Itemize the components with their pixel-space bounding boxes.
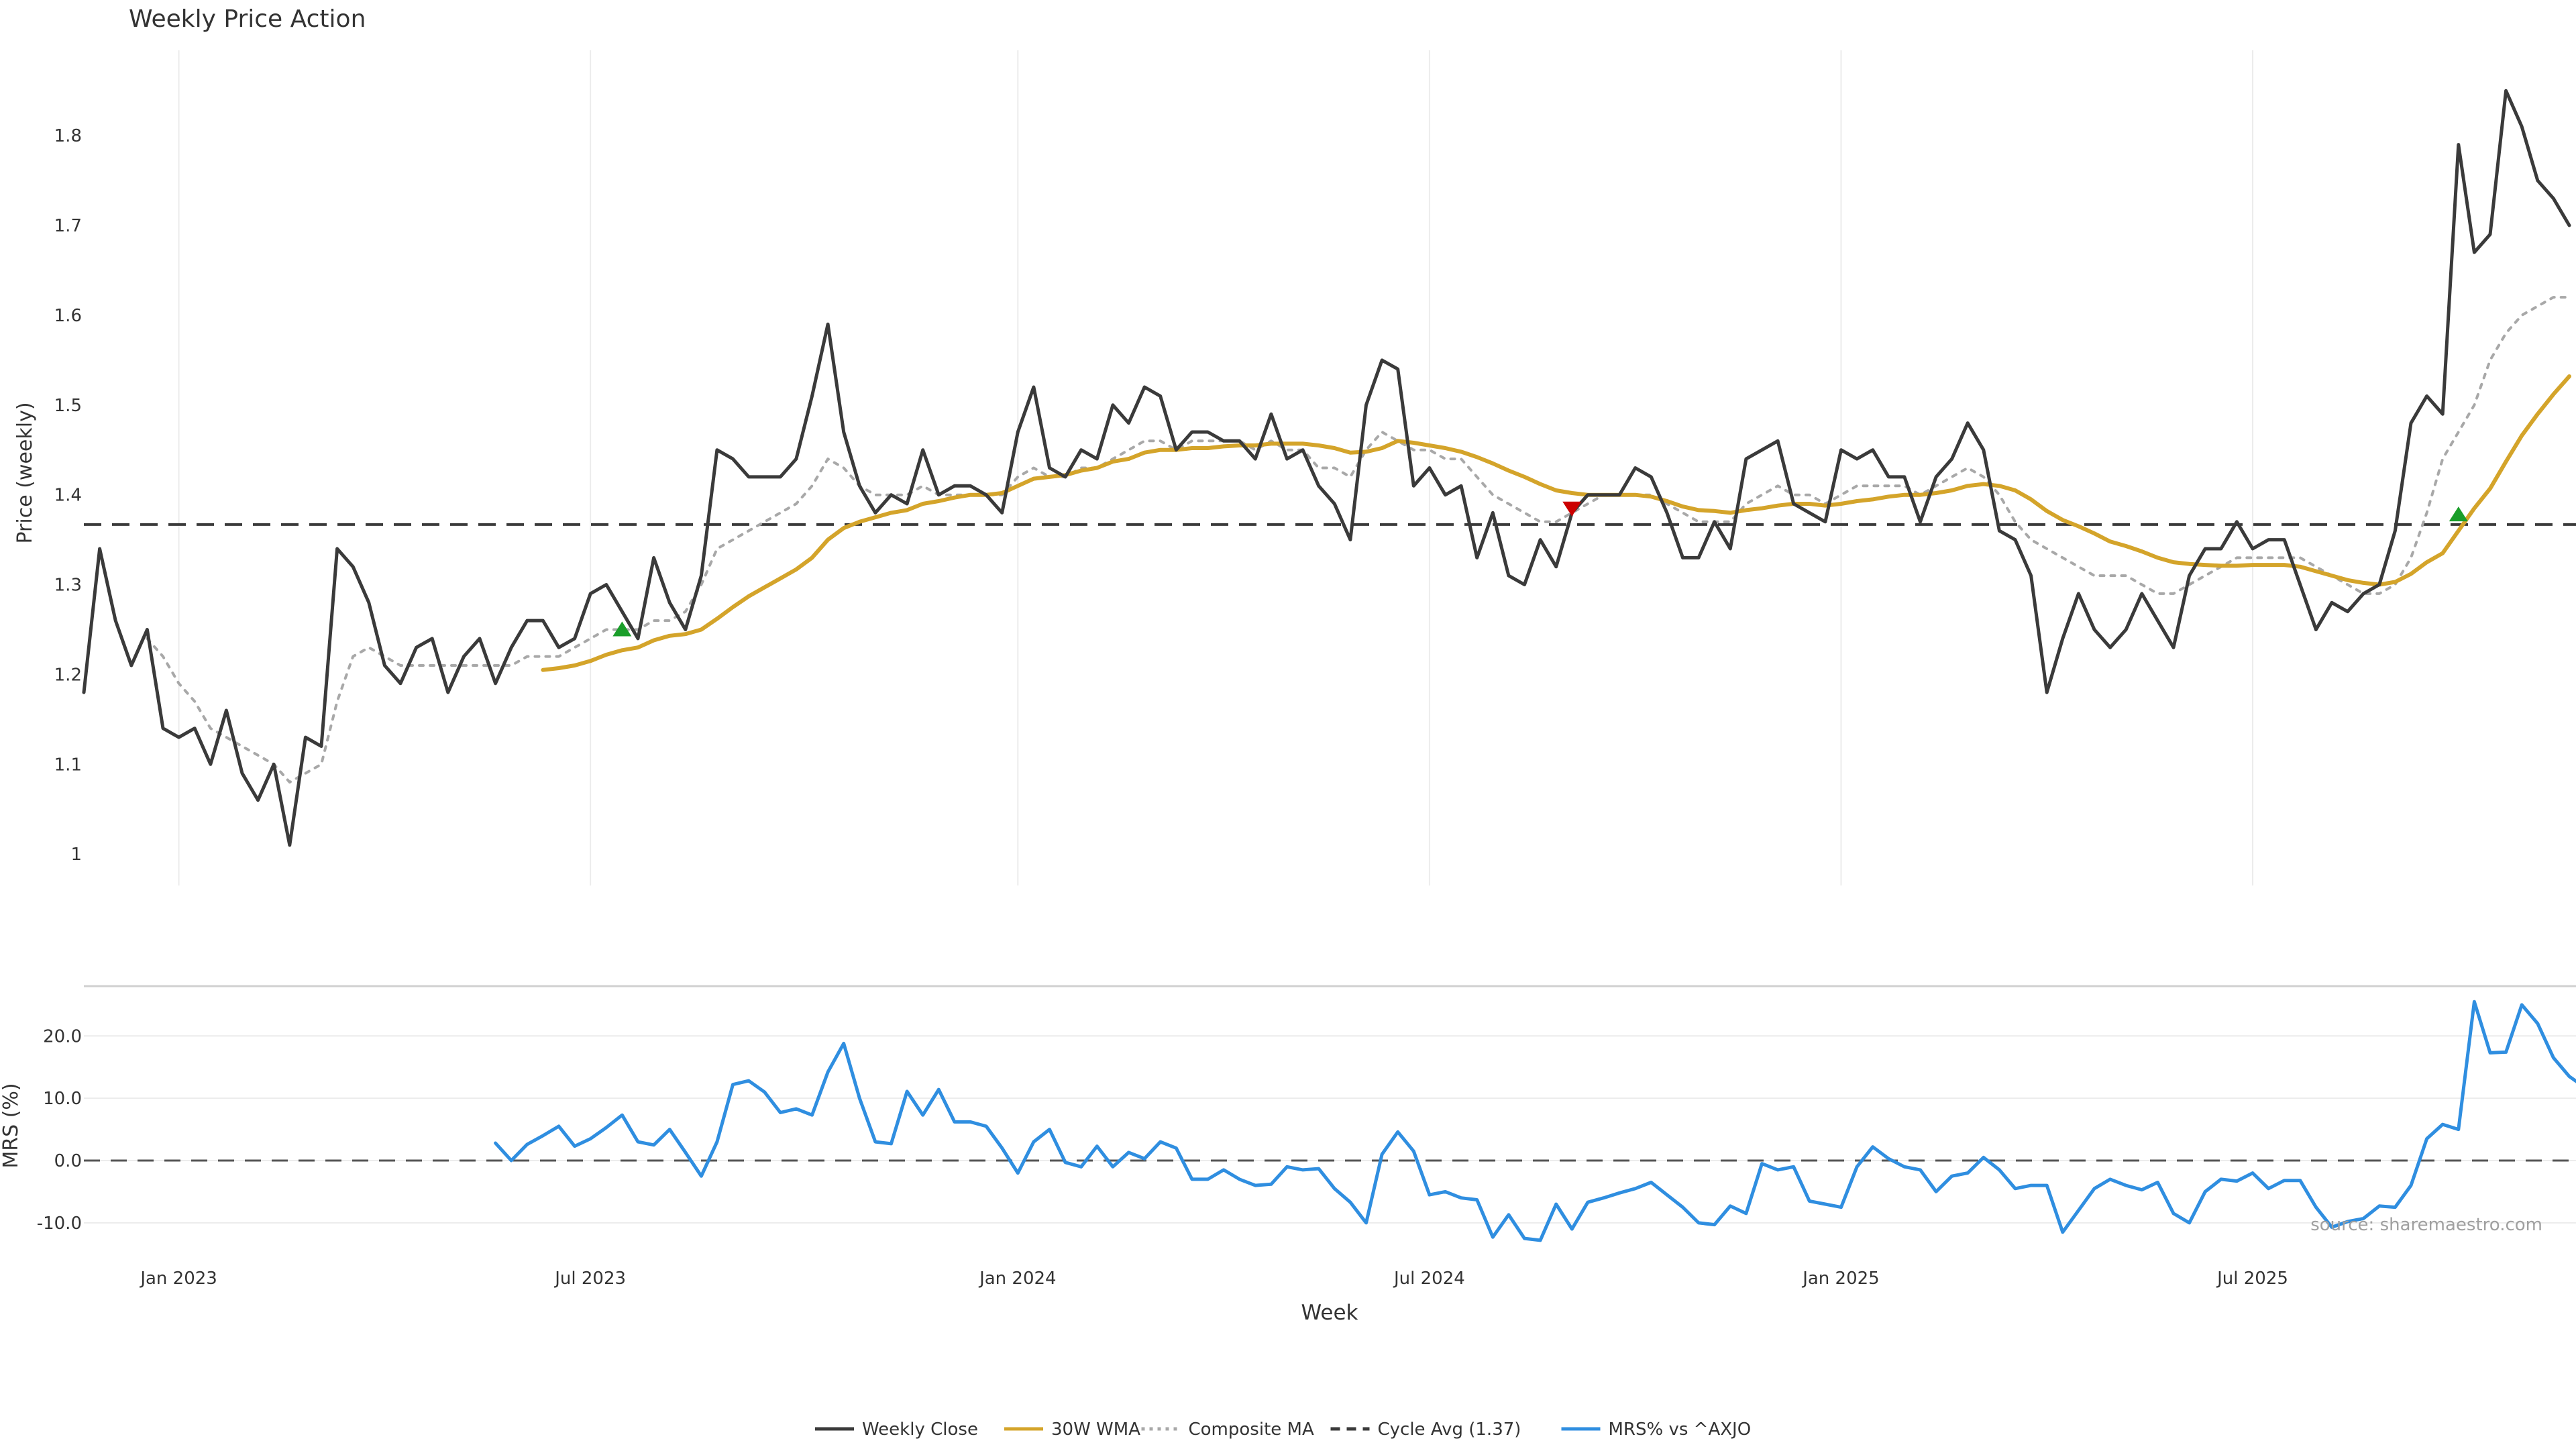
price-y-tick-label: 1.1 [54,755,82,775]
buy-signal-marker [2449,506,2468,522]
x-tick-labels: Jan 2023 Jul 2023 Jan 2024 Jul 2024 Jan 2025… [139,1269,2288,1289]
legend: Weekly Close 30W WMA Composite MA Cycle Avg… [815,1419,1751,1440]
price-y-tick-label: 1.6 [54,306,82,326]
chart-title: Weekly Price Action [129,5,366,33]
weekly-close-line [82,89,2571,847]
price-series-lines [82,89,2571,847]
x-tick-label: Jan 2024 [978,1269,1057,1289]
30w-wma-line [541,374,2571,672]
mrs-series-lines [494,1000,2576,1242]
price-y-tick-label: 1.3 [54,576,82,596]
legend-label: 30W WMA [1051,1419,1140,1440]
price-y-tick-label: 1.7 [54,216,82,236]
x-tick-label: Jan 2023 [139,1269,217,1289]
legend-label: Weekly Close [862,1419,978,1440]
legend-label: Composite MA [1189,1419,1314,1440]
x-tick-label: Jul 2024 [1393,1269,1465,1289]
price-panel-gridlines [178,50,2254,885]
mrs-y-tick-label: 20.0 [43,1026,82,1046]
price-y-tick-label: 1 [70,845,82,865]
price-y-tick-label: 1.4 [54,486,82,506]
price-y-tick-label: 1.5 [54,396,82,416]
price-y-tick-labels: 1 1.1 1.2 1.3 1.4 1.5 1.6 1.7 1.8 [54,126,82,865]
mrs-y-tick-label: -10.0 [37,1214,82,1234]
source-annotation: source: sharemaestro.com [2310,1215,2542,1235]
mrs-y-tick-labels: -10.0 0.0 10.0 20.0 [37,1026,82,1234]
mrs-y-axis-label: MRS (%) [0,1083,23,1168]
legend-label: MRS% vs ^AXJO [1609,1419,1752,1440]
mrs-y-tick-label: 10.0 [43,1089,82,1109]
mrs-vs-axjo-line [494,1000,2576,1242]
x-tick-label: Jul 2025 [2216,1269,2288,1289]
price-y-tick-label: 1.2 [54,665,82,685]
x-axis-label: Week [1301,1301,1358,1325]
sell-signal-marker [1562,501,1582,517]
buy-signal-marker [612,621,632,637]
price-y-axis-label: Price (weekly) [13,402,37,543]
composite-ma-line [146,296,2571,784]
mrs-y-tick-label: 0.0 [54,1151,82,1171]
legend-label: Cycle Avg (1.37) [1378,1419,1521,1440]
x-tick-label: Jan 2025 [1801,1269,1880,1289]
price-y-tick-label: 1.8 [54,126,82,146]
signal-markers [612,501,2468,637]
x-tick-label: Jul 2023 [553,1269,626,1289]
